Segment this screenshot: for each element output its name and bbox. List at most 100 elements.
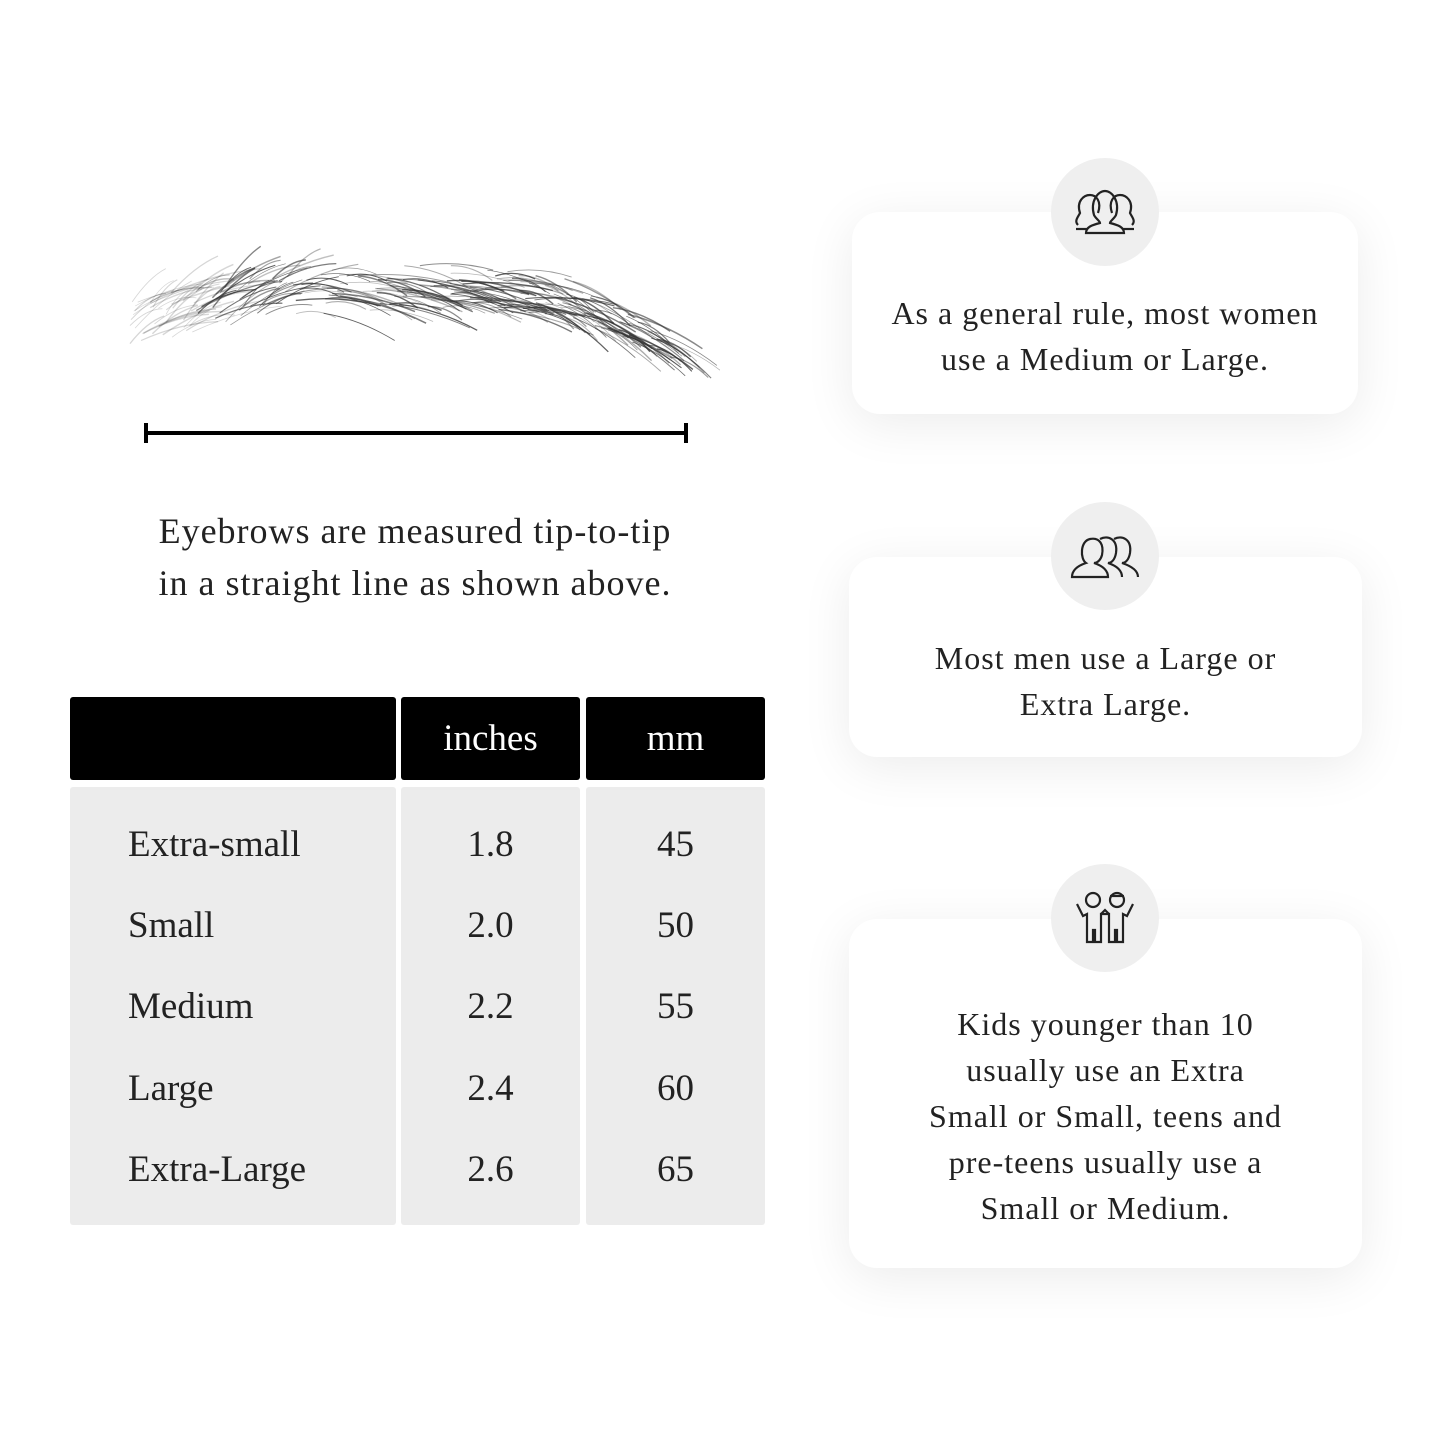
eyebrow-hair [470, 288, 537, 297]
mm-cell: 45 [657, 824, 694, 865]
eyebrow-hair [557, 303, 607, 338]
eyebrow-hair [463, 290, 536, 310]
eyebrow-hair [286, 248, 321, 278]
eyebrow-hair [140, 321, 219, 342]
eyebrow-hair [165, 283, 220, 311]
eyebrow-hair [215, 264, 276, 300]
eyebrow-hair [201, 289, 257, 308]
eyebrow-hair [193, 284, 266, 304]
eyebrow-hair [462, 281, 553, 292]
inches-cell: 2.4 [467, 1068, 514, 1109]
eyebrow-hair [495, 272, 536, 280]
kids-icon [1051, 864, 1159, 972]
eyebrow-hair [158, 310, 223, 327]
inches-cell: 2.6 [467, 1149, 514, 1190]
eyebrow-hair [442, 305, 486, 314]
mm-cell: 50 [657, 905, 694, 946]
eyebrow-hair [133, 285, 199, 312]
eyebrow-hair [182, 263, 234, 302]
eyebrow-hair [143, 309, 210, 334]
eyebrow-hair [134, 280, 192, 329]
eyebrow-hair [131, 268, 166, 303]
eyebrow-hair [611, 330, 656, 355]
card-women-line: As a general rule, most women [891, 295, 1319, 331]
eyebrow-hair [497, 304, 548, 314]
eyebrow-hair [564, 278, 635, 319]
eyebrow-hair [660, 340, 698, 362]
size-column [70, 787, 396, 1225]
card-men-line: Extra Large. [1019, 686, 1192, 722]
eyebrow-hair [149, 280, 174, 304]
size-name-cell: Medium [128, 986, 254, 1027]
measurement-caption: Eyebrows are measured tip-to-tip in a st… [100, 505, 730, 609]
eyebrow-hair [265, 304, 313, 315]
eyebrow-hair [189, 306, 222, 326]
eyebrow-hair [346, 273, 388, 282]
eyebrow-hair [325, 301, 367, 310]
eyebrow-hair [249, 259, 281, 280]
eyebrow-hairs [129, 245, 720, 379]
eyebrow-hair [154, 304, 198, 325]
eyebrow-hair [572, 280, 622, 310]
eyebrow-hair [130, 289, 175, 321]
eyebrow-hair [511, 277, 547, 293]
eyebrow-hair [256, 292, 303, 314]
eyebrow-hair [150, 279, 235, 304]
eyebrow-hair [170, 255, 219, 294]
eyebrow-hair [377, 278, 426, 298]
mm-column [586, 787, 765, 1225]
eyebrow-hair [669, 356, 709, 378]
eyebrow-hair [328, 294, 391, 316]
card-men-line: Most men use a Large or [934, 640, 1277, 676]
eyebrow-hair [506, 303, 587, 312]
eyebrow-hair [259, 281, 294, 308]
eyebrow-hair [368, 281, 417, 295]
eyebrow-hair [306, 277, 349, 286]
eyebrow-hair [560, 306, 595, 323]
eyebrow-hair [375, 287, 463, 313]
eyebrow-hair [137, 286, 214, 303]
eyebrow-hair [503, 279, 584, 294]
eyebrow-hair [379, 302, 470, 329]
eyebrow-hair [666, 342, 720, 371]
eyebrow-hair [171, 267, 262, 294]
eyebrow-hair [272, 259, 306, 280]
inches-column [401, 787, 580, 1225]
eyebrow-hair [195, 274, 230, 292]
eyebrow-hair [151, 304, 198, 335]
eyebrow-hair [458, 279, 517, 300]
eyebrow-hair [215, 255, 281, 295]
eyebrow-hair [142, 313, 209, 335]
eyebrow-hair [500, 306, 549, 323]
eyebrow-hair [185, 300, 260, 332]
measurement-line [144, 423, 688, 443]
eyebrow-hair [573, 296, 615, 325]
card-kids: Kids younger than 10 usually use an Extr… [849, 919, 1362, 1268]
eyebrow-hair [627, 313, 703, 350]
eyebrow-hair [225, 280, 276, 323]
caption-line-1: Eyebrows are measured tip-to-tip [158, 511, 672, 551]
card-kids-line: Kids younger than 10 [957, 1006, 1254, 1042]
eyebrow-hair [537, 303, 575, 330]
eyebrow-hair [471, 302, 512, 318]
eyebrow-hair [266, 282, 314, 299]
eyebrow-hair [134, 292, 167, 312]
eyebrow-hair [172, 278, 209, 309]
eyebrow-hair [358, 275, 408, 297]
eyebrow-hair [189, 314, 235, 327]
eyebrow-hair [132, 283, 202, 315]
eyebrow-hair [600, 327, 638, 351]
eyebrow-hair [454, 290, 527, 310]
eyebrow-hair [507, 299, 546, 313]
header-mm: mm [586, 697, 765, 780]
eyebrow-hair [419, 263, 494, 271]
eyebrow-hair [420, 296, 460, 312]
eyebrow-hair [300, 287, 340, 297]
eyebrow-hair [583, 312, 642, 348]
eyebrow-hair [618, 328, 651, 353]
eyebrow-hair [129, 315, 165, 344]
eyebrow-hair [192, 285, 221, 307]
eyebrow-hair [520, 281, 570, 296]
mm-cell: 55 [657, 986, 694, 1027]
eyebrow-hair [236, 263, 286, 292]
